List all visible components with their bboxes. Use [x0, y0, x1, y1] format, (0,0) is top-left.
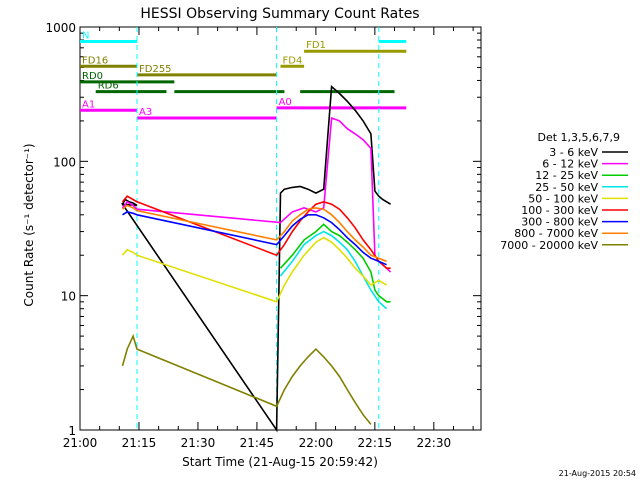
x-tick-label: 21:30 — [181, 436, 216, 450]
legend-label: 6 - 12 keV — [542, 158, 598, 171]
flag-bar-label: FD4 — [283, 55, 303, 66]
plot-frame — [79, 26, 482, 431]
x-tick-label: 21:00 — [63, 436, 98, 450]
flag-bar-label: RD0 — [82, 71, 103, 82]
legend-label: 100 - 300 keV — [521, 204, 598, 217]
flag-bar-label: RD6 — [98, 81, 119, 92]
flag-bar-label: FD16 — [82, 55, 108, 66]
legend-label: 300 - 800 keV — [521, 216, 598, 229]
y-tick-label: 1000 — [45, 21, 76, 35]
y-tick-label: 100 — [53, 155, 76, 169]
series-line — [121, 236, 388, 303]
flag-bar-label: A3 — [139, 107, 152, 118]
x-tick-label: 22:15 — [358, 436, 393, 450]
x-axis-label: Start Time (21-Aug-15 20:59:42) — [182, 455, 378, 469]
x-tick-label: 21:45 — [240, 436, 275, 450]
x-tick-label: 21:15 — [122, 436, 157, 450]
x-tick-label: 22:30 — [417, 436, 452, 450]
legend-label: 800 - 7000 keV — [514, 227, 598, 240]
series-line — [121, 116, 392, 273]
flag-bar-label: A1 — [82, 99, 95, 110]
y-axis-label: Count Rate (s⁻¹ detector⁻¹) — [22, 143, 36, 306]
series-line — [121, 333, 372, 425]
legend-label: 12 - 25 keV — [535, 169, 598, 182]
y-tick-label: 10 — [61, 290, 76, 304]
legend-label: 7000 - 20000 keV — [500, 239, 598, 252]
flag-bar-label: FD1 — [306, 40, 326, 51]
y-tick-label: 1 — [68, 424, 76, 438]
flag-bar-label: A0 — [279, 97, 292, 108]
legend-label: 3 - 6 keV — [549, 146, 598, 159]
x-tick-label: 22:00 — [299, 436, 334, 450]
series-line — [121, 195, 391, 270]
legend-label: 25 - 50 keV — [535, 181, 598, 194]
timestamp: 21-Aug-2015 20:54 — [559, 469, 636, 478]
series-line — [121, 204, 387, 263]
flag-bar-label: N — [82, 30, 89, 41]
series-line — [279, 230, 388, 310]
series-lines — [120, 84, 392, 433]
legend-label: 50 - 100 keV — [528, 192, 598, 205]
series-line — [279, 223, 391, 303]
series-line — [120, 84, 392, 433]
legend-title: Det 1,3,5,6,7,9 — [537, 131, 620, 144]
chart-title: HESSI Observing Summary Count Rates — [140, 6, 419, 22]
axes: 1 10 100 1000 21:00 21:15 21:30 21:45 22:00 22:15… — [45, 21, 482, 450]
series-line — [122, 211, 387, 266]
flag-bar-label: FD255 — [139, 64, 172, 75]
